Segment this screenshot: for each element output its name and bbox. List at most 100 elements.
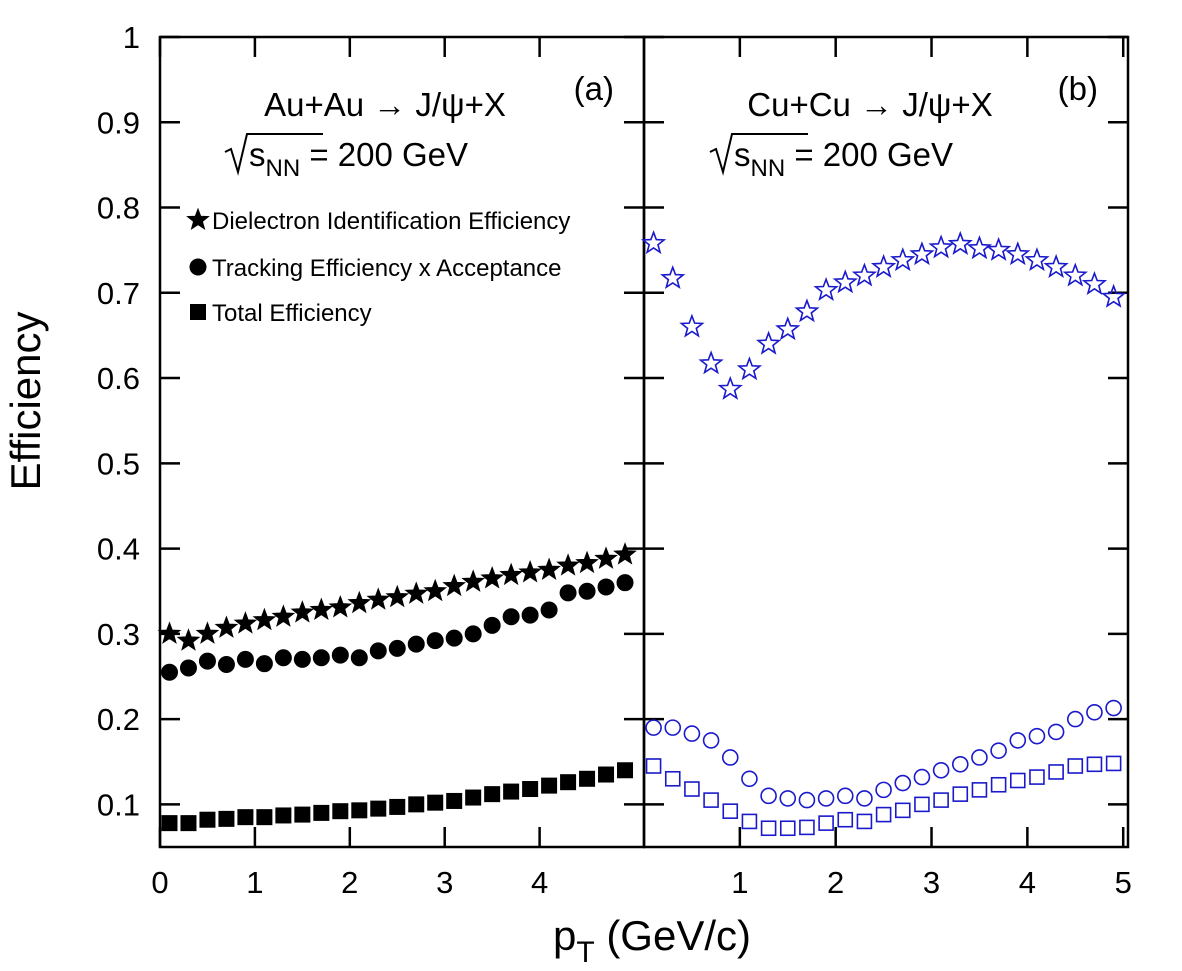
data-point-star bbox=[328, 594, 353, 618]
data-point-square bbox=[779, 820, 796, 837]
data-point-circle bbox=[779, 790, 797, 807]
data-point-square bbox=[598, 766, 615, 783]
data-point-star bbox=[870, 253, 897, 278]
data-point-star bbox=[660, 265, 686, 290]
data-point-square bbox=[818, 815, 834, 831]
data-point-circle bbox=[388, 639, 406, 657]
x-tick-label: 3 bbox=[436, 865, 453, 900]
data-point-star bbox=[442, 573, 467, 597]
data-point-star bbox=[1100, 283, 1127, 308]
data-point-square bbox=[218, 810, 235, 827]
data-point-circle bbox=[407, 635, 425, 653]
data-point-square bbox=[408, 796, 425, 813]
data-point-star bbox=[613, 542, 637, 565]
data-point-star bbox=[347, 590, 372, 614]
data-point-star bbox=[480, 565, 504, 589]
energy-label: sNN = 200 GeV bbox=[734, 136, 953, 182]
data-point-star bbox=[1024, 247, 1050, 272]
data-point-star bbox=[157, 621, 182, 644]
data-point-square bbox=[1048, 764, 1064, 780]
data-point-square bbox=[199, 811, 216, 828]
y-axis-title: Efficiency bbox=[2, 312, 49, 491]
data-point-circle bbox=[198, 652, 216, 670]
data-point-circle bbox=[578, 582, 596, 600]
y-tick-label: 0.3 bbox=[97, 617, 140, 652]
data-point-star bbox=[1043, 253, 1069, 278]
data-point-circle bbox=[274, 649, 292, 667]
data-point-square bbox=[645, 758, 662, 774]
data-point-square bbox=[894, 802, 911, 819]
panel-b: 1 2 3 4 5 (b) Cu+Cu → J/ψ+X sNN = 200 GeV bbox=[640, 35, 1132, 900]
data-point-star bbox=[813, 276, 839, 301]
data-point-circle bbox=[483, 616, 501, 634]
data-point-star bbox=[736, 356, 763, 381]
data-point-square bbox=[275, 807, 292, 824]
x-tick-label: 0 bbox=[151, 865, 168, 900]
sqrt-sign bbox=[224, 133, 323, 176]
data-point-square bbox=[161, 815, 178, 832]
data-point-square bbox=[332, 803, 349, 820]
data-point-star bbox=[890, 247, 916, 272]
y-tick-label: 0.9 bbox=[97, 105, 140, 140]
data-point-circle bbox=[971, 749, 988, 766]
data-point-square bbox=[990, 776, 1007, 793]
x-axis-title: pT (GeV/c) bbox=[553, 912, 751, 969]
data-point-square bbox=[799, 819, 815, 836]
data-point-star bbox=[252, 607, 277, 631]
data-point-square bbox=[237, 809, 254, 826]
data-point-square bbox=[446, 792, 463, 809]
data-point-square bbox=[1009, 772, 1026, 789]
data-point-circle bbox=[951, 755, 969, 773]
x-tick-label: 1 bbox=[731, 865, 748, 900]
data-point-star bbox=[794, 298, 820, 323]
data-point-circle bbox=[683, 725, 701, 742]
data-point-square bbox=[427, 794, 444, 811]
data-point-circle bbox=[836, 787, 854, 805]
data-point-square bbox=[370, 800, 387, 817]
y-tick-label: 1 bbox=[123, 20, 140, 55]
data-point-circle bbox=[1009, 732, 1027, 749]
legend-entry: Dielectron Identification Efficiency bbox=[212, 208, 570, 235]
data-point-circle bbox=[540, 601, 558, 619]
data-point-star bbox=[214, 615, 239, 638]
data-point-circle bbox=[293, 650, 311, 668]
energy-label: sNN = 200 GeV bbox=[249, 136, 468, 182]
data-point-square bbox=[684, 781, 700, 797]
data-point-circle bbox=[645, 719, 662, 736]
data-point-star bbox=[537, 557, 561, 580]
data-point-circle bbox=[350, 649, 368, 667]
data-point-square bbox=[722, 803, 739, 819]
legend-marker-circle bbox=[189, 258, 207, 276]
data-point-square bbox=[703, 792, 719, 808]
energy-subscript: NN bbox=[266, 155, 301, 182]
data-point-circle bbox=[664, 719, 682, 736]
data-point-star bbox=[594, 546, 618, 569]
panel-frame bbox=[642, 35, 1130, 849]
x-tick-label: 5 bbox=[1115, 865, 1132, 900]
x-axis-title-rest: (GeV/c) bbox=[595, 912, 751, 959]
y-tick-label: 0.8 bbox=[97, 191, 140, 226]
data-point-square bbox=[837, 811, 854, 828]
data-point-star bbox=[271, 604, 296, 627]
data-point-square bbox=[541, 777, 558, 794]
data-point-square bbox=[1067, 758, 1084, 774]
data-point-circle bbox=[990, 742, 1007, 759]
energy-subscript: NN bbox=[751, 155, 786, 182]
data-point-star bbox=[423, 578, 448, 602]
data-point-star bbox=[195, 621, 220, 644]
data-point-square bbox=[351, 802, 368, 819]
x-tick-label: 2 bbox=[827, 865, 844, 900]
x-tick-label: 3 bbox=[923, 865, 940, 900]
energy-sqrt-var: s bbox=[249, 136, 266, 173]
legend-entry: Total Efficiency bbox=[212, 300, 372, 327]
data-point-square bbox=[560, 774, 577, 791]
data-point-square bbox=[1029, 769, 1045, 785]
data-point-square bbox=[1086, 756, 1103, 773]
x-tick-label: 1 bbox=[246, 865, 263, 900]
legend-marker-star bbox=[186, 207, 210, 231]
panel-label: (b) bbox=[1058, 70, 1098, 107]
data-point-circle bbox=[760, 787, 777, 805]
data-point-circle bbox=[817, 790, 835, 807]
data-point-square bbox=[503, 783, 520, 800]
data-point-square bbox=[484, 786, 501, 803]
